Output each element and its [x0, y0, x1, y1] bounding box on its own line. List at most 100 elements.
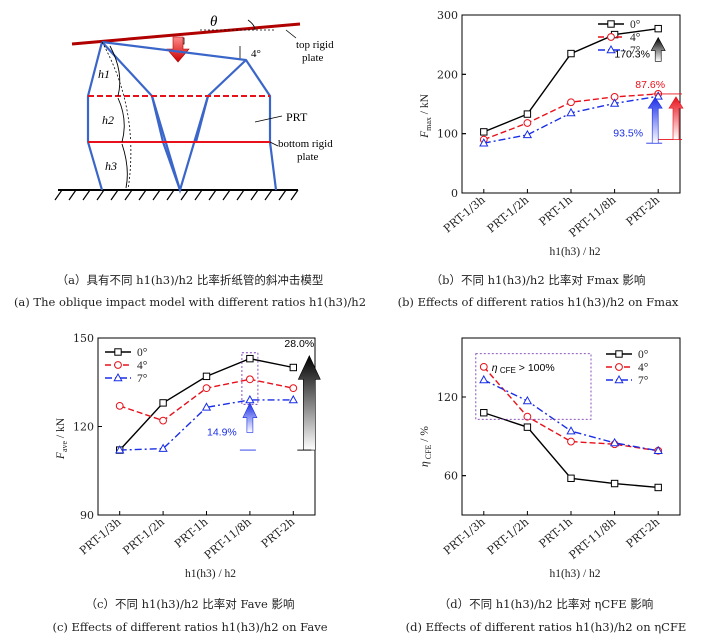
series-2: 7°	[479, 374, 663, 455]
data-point	[289, 363, 298, 372]
y-tick-label: 120	[73, 421, 94, 434]
caption-d-en: (d) Effects of different ratios h1(h3)/h…	[405, 620, 687, 634]
legend-marker	[607, 20, 615, 28]
legend-label: 4°	[137, 360, 148, 372]
data-point	[567, 474, 575, 482]
y-axis-title: Fmax / kN	[419, 93, 433, 139]
data-point	[522, 129, 533, 139]
caption-a-cn: （a）具有不同 h1(h3)/h2 比率折纸管的斜冲击模型	[56, 273, 324, 287]
series-0: 0°	[480, 19, 662, 136]
data-point	[158, 443, 168, 452]
y-axis-title: η CFE / %	[419, 426, 433, 467]
series-1: 4°	[105, 360, 298, 425]
series-0: 0°	[480, 349, 662, 492]
highlight-box	[475, 353, 592, 420]
legend-label: 7°	[137, 373, 148, 385]
data-point	[523, 412, 532, 421]
series-line	[483, 366, 659, 452]
data-point	[480, 409, 488, 417]
annotation-black: 170.3%	[614, 49, 650, 61]
series-line	[119, 399, 294, 451]
increase-arrow-icon	[297, 354, 321, 451]
series-2: 7°	[105, 372, 298, 454]
legend-marker	[606, 44, 616, 54]
data-point	[653, 91, 663, 100]
annotation-black: 28.0%	[284, 338, 314, 350]
annotation-cfe: η CFE > 100%	[492, 362, 555, 375]
y-tick-label: 60	[444, 470, 458, 483]
data-point	[653, 445, 663, 455]
h1-label: h1	[98, 67, 110, 81]
h3-label: h3	[105, 159, 117, 173]
caption-b-cn: （b）不同 h1(h3)/h2 比率对 Fmax 影响	[430, 273, 646, 287]
legend-marker	[114, 361, 122, 369]
data-point	[609, 98, 620, 107]
series-1: 4°	[479, 362, 663, 455]
legend-label: 7°	[630, 45, 641, 57]
x-tick-label: PRT-1h	[537, 515, 575, 550]
data-point	[289, 384, 298, 393]
x-tick-label: PRT-1/3h	[441, 193, 488, 235]
x-tick-label: PRT-11/8h	[567, 515, 619, 562]
annotation-red: 87.6%	[635, 79, 665, 91]
prt-leader	[254, 115, 283, 123]
data-point	[523, 423, 532, 431]
legend-label: 7°	[638, 375, 649, 387]
angle-label: 4°	[251, 48, 261, 60]
data-point	[159, 416, 168, 425]
h2-label: h2	[102, 113, 114, 127]
data-point	[654, 24, 662, 33]
x-tick-label: PRT-1h	[537, 193, 575, 228]
x-axis-title: h1(h3) / h2	[549, 568, 600, 580]
theta-arc	[247, 19, 256, 31]
data-point	[115, 445, 125, 454]
x-axis-title: h1(h3) / h2	[549, 246, 600, 258]
y-tick-label: 90	[80, 509, 94, 522]
data-point	[610, 479, 619, 488]
legend-label: 4°	[630, 32, 641, 44]
increase-arrow-blue-icon	[647, 96, 663, 144]
data-point	[288, 394, 298, 404]
impact-arrow-icon	[166, 36, 190, 63]
x-axis-title: h1(h3) / h2	[185, 568, 236, 580]
caption-d-cn: （d）不同 h1(h3)/h2 比率对 ηCFE 影响	[438, 597, 654, 611]
data-point	[654, 483, 662, 492]
legend-label: 0°	[137, 347, 148, 359]
y-tick-label: 0	[451, 187, 458, 200]
increase-arrow-blue-icon	[242, 402, 258, 433]
height-dimensions	[109, 45, 128, 189]
x-tick-label: PRT-2h	[259, 515, 297, 550]
legend-label: 0°	[630, 19, 641, 31]
x-tick-label: PRT-2h	[624, 515, 662, 550]
data-point	[246, 354, 254, 363]
data-point	[480, 128, 488, 136]
increase-arrow-icon	[650, 36, 666, 62]
x-tick-label: PRT-1h	[172, 515, 210, 550]
y-tick-label: 150	[73, 332, 94, 345]
data-point	[202, 384, 211, 393]
data-point	[522, 395, 533, 405]
x-tick-label: PRT-11/8h	[202, 515, 254, 562]
highlight-box	[241, 352, 259, 405]
legend-marker	[614, 374, 624, 384]
x-tick-label: PRT-1/3h	[441, 515, 488, 557]
y-tick-label: 200	[437, 68, 458, 81]
legend-marker	[615, 363, 623, 371]
ground-hatch	[54, 189, 299, 201]
chord-line	[101, 41, 132, 191]
y-axis-title: Fave / kN	[55, 417, 69, 460]
data-point	[566, 426, 576, 435]
x-tick-label: PRT-1/2h	[485, 515, 532, 557]
increase-arrow-red-icon	[668, 96, 684, 140]
series-2: 7°	[479, 44, 663, 147]
annotation-blue: 93.5%	[613, 128, 643, 140]
x-tick-label: PRT-1/2h	[120, 515, 167, 557]
y-tick-label: 100	[437, 128, 458, 141]
data-point	[479, 374, 489, 384]
legend-marker	[607, 33, 615, 41]
legend-marker	[615, 350, 623, 358]
data-point	[567, 49, 575, 58]
